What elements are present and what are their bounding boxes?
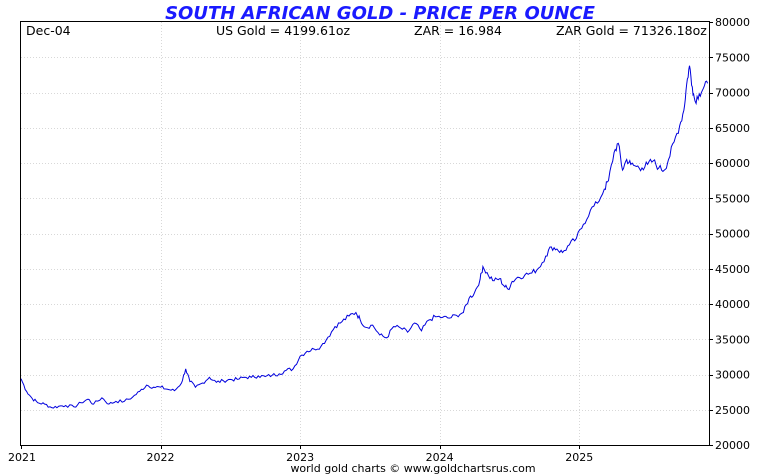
x-tick-label: 2022 [147,451,175,464]
header-zar-gold: ZAR Gold = 71326.18oz [556,23,707,38]
axis-ticks: 20000 25000 30000 35000 40000 45000 50000 55000… [8,16,750,464]
y-tick-label: 45000 [715,263,750,276]
series-layer [20,65,709,409]
x-tick-label: 2023 [286,451,314,464]
y-tick-label: 55000 [715,192,750,205]
y-tick-label: 50000 [715,228,750,241]
x-tick-label: 2021 [8,451,36,464]
y-tick-label: 60000 [715,157,750,170]
y-tick-label: 80000 [715,16,750,29]
y-tick-label: 30000 [715,369,750,382]
y-tick-label: 25000 [715,404,750,417]
grid-lines [21,22,709,445]
y-tick-label: 75000 [715,51,750,64]
x-tick-label: 2025 [565,451,593,464]
y-tick-label: 40000 [715,298,750,311]
y-tick-label: 65000 [715,122,750,135]
header-us-gold: US Gold = 4199.61oz [216,23,351,38]
x-tick-label: 2024 [426,451,454,464]
header-date: Dec-04 [26,23,71,38]
chart-title: SOUTH AFRICAN GOLD - PRICE PER OUNCE [165,3,596,24]
plot-frame [20,21,710,446]
y-tick-label: 70000 [715,87,750,100]
credit-text: world gold charts © www.goldchartsrus.co… [290,462,535,475]
y-tick-label: 35000 [715,333,750,346]
price-series-line [20,65,709,409]
header-zar: ZAR = 16.984 [414,23,502,38]
y-tick-label: 20000 [715,439,750,452]
